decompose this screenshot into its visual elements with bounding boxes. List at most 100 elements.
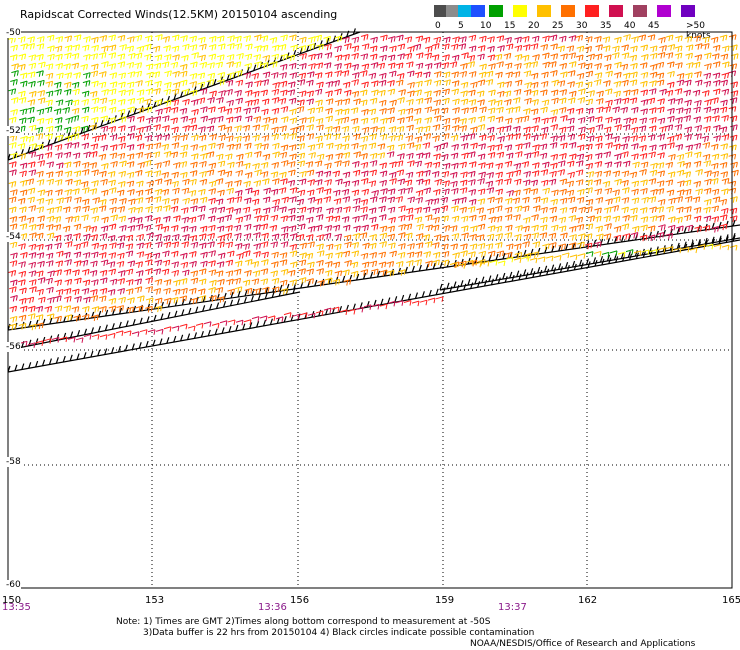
- wind-barb-feather: [94, 136, 97, 143]
- wind-barb-feather: [48, 64, 51, 70]
- wind-barb-feather: [259, 169, 262, 175]
- wind-barb-feather: [148, 118, 151, 124]
- scale-swatch: [657, 5, 671, 17]
- wind-barb-feather: [662, 98, 665, 104]
- wind-barb-feather: [717, 115, 720, 121]
- edge-barb: [428, 289, 432, 297]
- edge-barb: [279, 284, 283, 292]
- wind-barb-feather: [734, 34, 737, 40]
- wind-barb-feather: [654, 88, 657, 94]
- wind-barb-feather: [11, 197, 14, 204]
- wind-barb-feather: [418, 99, 421, 105]
- wind-barb-feather: [515, 198, 518, 204]
- edge-barb: [456, 284, 460, 292]
- wind-barb-feather: [718, 61, 721, 67]
- wind-barb-feather: [436, 146, 439, 152]
- wind-barb-feather: [592, 116, 595, 122]
- wind-barb-feather: [303, 189, 306, 196]
- wind-barb-feather: [317, 199, 320, 205]
- wind-barb-feather: [241, 80, 244, 86]
- edge-barb: [104, 348, 108, 355]
- wind-barb-feather: [196, 198, 199, 204]
- edge-barb: [460, 280, 464, 287]
- wind-barb-feather: [716, 144, 719, 150]
- wind-barb-feather: [266, 35, 269, 41]
- wind-barb-feather: [384, 100, 387, 106]
- wind-barb-feather: [499, 92, 502, 98]
- wind-barb-feather: [615, 144, 618, 151]
- wind-barb-feather: [83, 127, 86, 133]
- wind-barb-feather: [474, 45, 477, 52]
- wind-barb-feather: [152, 181, 154, 187]
- edge-barb: [435, 288, 439, 295]
- wind-barb-feather: [95, 188, 98, 194]
- wind-barb-feather: [420, 81, 423, 87]
- wind-barb-feather: [371, 135, 374, 141]
- wind-barb-feather: [624, 137, 627, 143]
- wind-barb-feather: [546, 117, 549, 124]
- wind-barb-feather: [246, 73, 249, 79]
- wind-barb-feather: [547, 35, 550, 42]
- wind-barb-feather: [434, 55, 437, 61]
- wind-barb-feather: [356, 107, 359, 113]
- wind-barb-feather: [32, 43, 35, 49]
- wind-barb-feather: [70, 117, 73, 123]
- wind-barb-feather: [555, 163, 558, 169]
- wind-barb-feather: [500, 100, 503, 106]
- wind-barb-feather: [367, 189, 370, 195]
- wind-barb-feather: [241, 170, 244, 176]
- wind-barb-feather: [195, 61, 198, 68]
- wind-barb-feather: [474, 35, 477, 41]
- wind-barb-feather: [349, 63, 352, 69]
- wind-barb-feather: [221, 154, 224, 160]
- wind-barb-feather: [200, 38, 203, 44]
- wind-barb-feather: [328, 116, 331, 123]
- wind-barb-feather: [69, 82, 72, 88]
- wind-barb-feather: [437, 43, 440, 49]
- wind-barb-feather: [304, 63, 307, 69]
- wind-barb-feather: [669, 62, 672, 68]
- wind-barb-feather: [168, 160, 171, 166]
- wind-barb-feather: [182, 109, 185, 115]
- wind-barb-feather: [129, 37, 132, 43]
- wind-barb-feather: [462, 72, 465, 78]
- wind-barb-feather: [34, 143, 37, 149]
- wind-barb-feather: [102, 36, 105, 42]
- wind-barb-feather: [564, 127, 567, 133]
- wind-barb-feather: [517, 118, 520, 124]
- wind-barb-feather: [16, 63, 19, 69]
- wind-barb-feather: [268, 188, 271, 194]
- wind-barb-feather: [70, 35, 73, 42]
- wind-barb-feather: [679, 181, 682, 187]
- wind-barb-feather: [326, 134, 329, 141]
- wind-barb-feather: [194, 117, 197, 123]
- wind-barb-feather: [722, 107, 725, 114]
- edge-barb: [407, 293, 412, 300]
- wind-barb-feather: [43, 97, 46, 103]
- wind-barb-feather: [723, 144, 725, 150]
- wind-barb-feather: [626, 143, 629, 149]
- wind-barb-feather: [526, 63, 529, 69]
- wind-barb-feather: [623, 144, 626, 150]
- wind-barb-feather: [652, 164, 655, 170]
- wind-barb-feather: [383, 152, 386, 158]
- wind-barb-feather: [492, 135, 495, 141]
- wind-barb-feather: [556, 89, 559, 96]
- wind-barb-feather: [561, 190, 564, 196]
- wind-barb-feather: [313, 36, 316, 42]
- wind-barb-feather: [66, 153, 69, 159]
- wind-barb-feather: [488, 163, 491, 169]
- wind-barb-feather: [608, 36, 611, 42]
- wind-barb-feather: [706, 82, 709, 88]
- wind-barb-feather: [403, 43, 406, 50]
- wind-barb-feather: [185, 64, 188, 70]
- wind-barb-feather: [362, 145, 364, 151]
- edge-barb: [131, 343, 135, 350]
- wind-barb-feather: [366, 199, 369, 205]
- edge-barb: [572, 242, 576, 250]
- wind-barb-feather: [301, 38, 304, 44]
- wind-barb-feather: [671, 35, 674, 41]
- wind-barb-feather: [709, 52, 712, 59]
- wind-barb-feather: [240, 70, 243, 76]
- wind-barb-feather: [12, 153, 15, 160]
